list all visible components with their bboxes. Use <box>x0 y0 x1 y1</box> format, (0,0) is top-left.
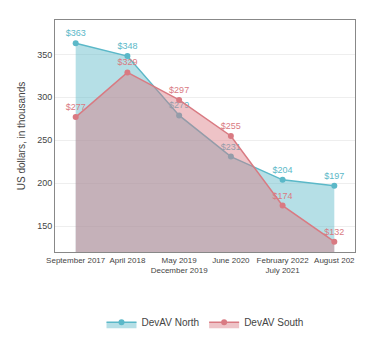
svg-text:$329: $329 <box>117 57 137 67</box>
svg-text:300: 300 <box>37 92 52 102</box>
svg-text:DevAV South: DevAV South <box>244 317 303 328</box>
svg-text:$197: $197 <box>324 171 344 181</box>
svg-text:200: 200 <box>37 178 52 188</box>
svg-text:350: 350 <box>37 50 52 60</box>
svg-text:150: 150 <box>37 221 52 231</box>
svg-text:June 2020: June 2020 <box>212 256 250 265</box>
svg-text:250: 250 <box>37 135 52 145</box>
svg-text:$348: $348 <box>117 41 137 51</box>
svg-text:$277: $277 <box>66 102 86 112</box>
svg-text:August 202: August 202 <box>314 256 355 265</box>
svg-text:February 2022July 2021: February 2022July 2021 <box>257 256 310 275</box>
svg-text:September 2017: September 2017 <box>46 256 106 265</box>
svg-text:$297: $297 <box>169 85 189 95</box>
svg-text:May 2019December 2019: May 2019December 2019 <box>151 256 208 275</box>
svg-text:DevAV North: DevAV North <box>142 317 200 328</box>
svg-text:$363: $363 <box>66 28 86 38</box>
svg-text:$204: $204 <box>273 165 293 175</box>
svg-text:US dollars, in thousands: US dollars, in thousands <box>16 82 27 190</box>
svg-text:April 2018: April 2018 <box>109 256 146 265</box>
svg-text:$132: $132 <box>324 227 344 237</box>
svg-text:$279: $279 <box>169 100 189 110</box>
svg-text:$255: $255 <box>221 121 241 131</box>
svg-text:$174: $174 <box>273 191 293 201</box>
svg-text:$231: $231 <box>221 142 241 152</box>
